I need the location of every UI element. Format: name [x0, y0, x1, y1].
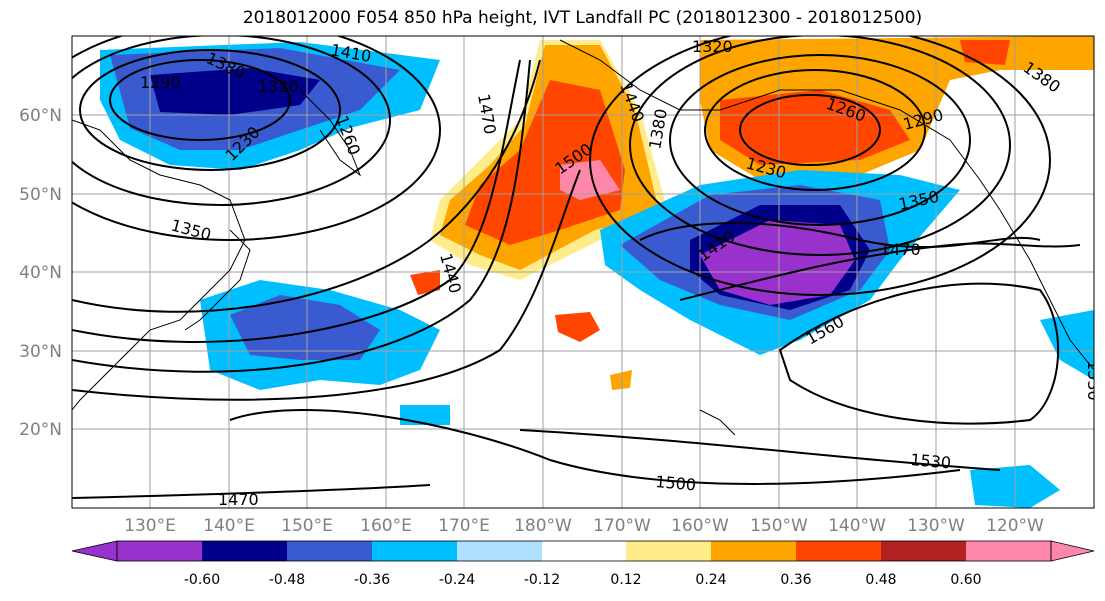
lat-label: 50°N — [19, 185, 62, 205]
lon-label: 140°E — [203, 516, 255, 536]
colorbar — [71, 540, 1095, 562]
lon-label: 170°E — [438, 516, 490, 536]
colorbar-tick-label: 0.24 — [695, 572, 726, 588]
ivt-positive-blob-1 — [555, 312, 600, 342]
contour-label: 1470 — [880, 240, 921, 259]
contour-1440 — [72, 59, 521, 343]
graticule — [72, 36, 1094, 508]
colorbar-tick-label: -0.36 — [354, 572, 390, 588]
colorbar-tick-label: 0.60 — [950, 572, 981, 588]
contour-low-okhotsk-1320 — [79, 49, 341, 171]
colorbar-bin — [287, 541, 372, 561]
contour-1530 — [519, 429, 1001, 471]
contour-label: 1320 — [258, 77, 299, 96]
colorbar-bin — [117, 541, 202, 561]
colorbar-labels: -0.60 -0.48 -0.36 -0.24 -0.12 0.12 0.24 … — [184, 572, 982, 588]
contour-1560 — [778, 282, 1060, 425]
colorbar-tick-label: -0.48 — [269, 572, 305, 588]
contour-1470-east — [679, 242, 1081, 301]
colorbar-tick-label: 0.36 — [780, 572, 811, 588]
colorbar-extend-high — [1050, 540, 1095, 562]
contour-1470-trough — [72, 59, 531, 373]
coastline-alaska — [559, 39, 1001, 211]
lon-label: 180°W — [514, 516, 572, 536]
contour-1470-south — [72, 484, 431, 499]
contour-label: 1500 — [655, 472, 697, 494]
ivt-positive-peak-alaska — [960, 40, 1010, 65]
longitude-labels: 130°E 140°E 150°E 160°E 170°E 180°W 170°… — [124, 516, 1044, 536]
colorbar-bin — [796, 541, 881, 561]
lon-label: 160°E — [360, 516, 412, 536]
colorbar-bin — [202, 541, 287, 561]
colorbar-tick-label: -0.24 — [439, 572, 475, 588]
contour-low-okhotsk-1380 — [72, 36, 441, 241]
coastline-hawaii — [699, 409, 736, 436]
ivt-negative-patch-small — [400, 405, 450, 425]
contour-low-alaska-1290 — [669, 54, 971, 226]
contour-label: 1320 — [692, 37, 733, 56]
contour-low-alaska-1320 — [629, 36, 1011, 256]
contour-label: 1290 — [140, 73, 181, 92]
ivt-positive-high-alaska — [720, 90, 910, 165]
lon-label: 120°W — [986, 516, 1044, 536]
colorbar-extend-low — [71, 540, 118, 562]
contour-1410 — [72, 59, 541, 313]
colorbar-bin — [626, 541, 711, 561]
contour-low-alaska-1350 — [589, 36, 1051, 296]
lat-label: 40°N — [19, 263, 62, 283]
lon-label: 130°W — [907, 516, 965, 536]
colorbar-tick-label: 0.12 — [610, 572, 641, 588]
map-title: 2018012000 F054 850 hPa height, IVT Land… — [242, 8, 923, 28]
contour-label: 1530 — [1084, 360, 1103, 401]
ivt-positive-blob-2 — [610, 370, 632, 390]
lon-label: 150°E — [281, 516, 333, 536]
lat-label: 20°N — [19, 420, 62, 440]
lon-label: 170°W — [593, 516, 651, 536]
contour-1500 — [72, 169, 581, 401]
ivt-negative-region-east-coast — [1040, 310, 1094, 380]
colorbar-bin — [881, 541, 966, 561]
colorbar-bin — [542, 541, 626, 561]
lon-label: 160°W — [671, 516, 729, 536]
colorbar-tick-label: -0.60 — [184, 572, 220, 588]
lon-label: 150°W — [750, 516, 808, 536]
colorbar-bin — [457, 541, 542, 561]
coastline-japan — [184, 229, 251, 331]
latitude-labels: 20°N 30°N 40°N 50°N 60°N — [19, 106, 62, 440]
coastlines — [72, 39, 1094, 436]
ivt-negative-mid-subtropical — [230, 295, 380, 360]
lat-label: 30°N — [19, 342, 62, 362]
contour-low-alaska-1230 — [739, 94, 881, 166]
coastline-asia — [72, 119, 246, 411]
contour-low-okhotsk-1350 — [72, 36, 391, 206]
coastline-kamchatka — [299, 89, 362, 177]
colorbar-bin — [372, 541, 457, 561]
lon-label: 140°W — [828, 516, 886, 536]
map-frame — [71, 35, 1095, 509]
map-plot-area: 1380 1410 1290 1320 1320 1260 1290 1230 … — [72, 36, 1103, 509]
colorbar-bin — [966, 541, 1051, 561]
ivt-positive-blob-3 — [410, 270, 440, 295]
height-contours — [72, 36, 1081, 499]
colorbar-bin — [711, 541, 796, 561]
ivt-positive-peak-central — [560, 160, 620, 200]
colorbar-tick-label: 0.48 — [865, 572, 896, 588]
contour-label: 1470 — [218, 490, 259, 509]
colorbar-tick-label: -0.12 — [524, 572, 560, 588]
colorbar-frame — [116, 540, 1052, 562]
contour-low-alaska-1260 — [704, 69, 926, 191]
contour-label: 1530 — [910, 450, 952, 472]
ivt-positive-high-central — [465, 80, 625, 245]
ivt-negative-peak-northeast — [700, 220, 855, 305]
contour-1410-east — [639, 222, 1041, 248]
lon-label: 130°E — [124, 516, 176, 536]
lat-label: 60°N — [19, 106, 62, 126]
coastline-north-america — [999, 209, 1094, 371]
contour-low-okhotsk-1290 — [109, 59, 291, 141]
contour-1500-south — [229, 409, 961, 485]
